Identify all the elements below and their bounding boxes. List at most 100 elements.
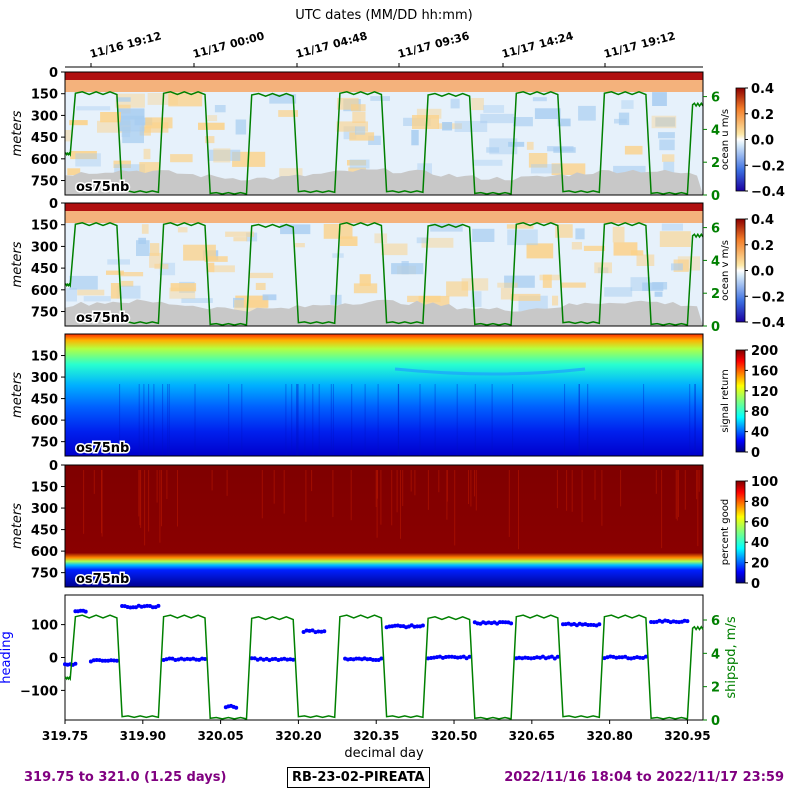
heading-point [611,654,616,659]
y-tick-label: 150 [31,350,58,365]
colorbar-label: percent good [720,499,731,565]
y-tick-label: 450 [31,131,58,146]
surface-band [65,203,703,211]
x-tick-label: 319.90 [120,729,166,743]
x-tick-label: 320.20 [275,729,321,743]
heatmap-patch [560,282,586,288]
surface-band [65,72,703,80]
heatmap-patch [269,94,297,104]
heatmap-patch [624,145,643,155]
right-tick-label: 2 [711,681,720,696]
heatmap-patch [213,148,231,163]
heatmap-patch [278,110,298,117]
heatmap-patch [446,281,469,297]
heatmap-patch [122,130,144,144]
heading-point [649,620,654,624]
colorbar-label: ocean u m/s [720,109,731,170]
heatmap-patch [336,121,368,132]
heading-point [503,620,508,625]
heatmap-patch [136,240,150,256]
heading-point [182,657,187,662]
heatmap-patch [642,282,664,291]
heading-point [310,628,315,633]
heatmap-patch [368,135,381,145]
heading-point [602,656,607,661]
heatmap-patch [77,289,105,296]
heatmap-patch [671,263,683,271]
heading-point [258,656,263,661]
heatmap-patch [351,104,366,112]
heatmap-patch [416,237,429,244]
footer-date-range: 2022/11/16 18:04 to 2022/11/17 23:59 [504,770,784,785]
heatmap-patch [659,139,675,151]
heatmap-patch [658,132,675,139]
right-tick-label: 4 [711,123,720,138]
heading-point [449,654,454,659]
heading-point [426,656,431,661]
heading-point [203,657,207,661]
heading-point [620,655,625,660]
ship-speed-line [64,221,704,326]
y-tick-label: 300 [31,371,58,386]
heatmap-patch [233,297,244,308]
panel-frame [64,202,704,327]
y-tick-label: 450 [31,393,58,408]
heatmap-patch [571,242,582,250]
ship-speed-line [64,90,704,195]
heatmap-patch [150,243,160,256]
heading-point [614,655,619,660]
heatmap-patch [120,272,144,277]
heatmap-patch [255,282,266,290]
heatmap-patch [513,117,533,127]
heading-point [373,658,378,662]
x-tick-label: 320.50 [431,729,477,743]
y-tick-label: 300 [31,502,58,517]
panel-frame [64,464,704,588]
top-tick-label: 11/17 04:48 [294,29,368,61]
y-tick-label: 150 [31,481,58,496]
heatmap-patch [430,223,463,232]
heading-point [188,657,193,662]
heatmap-patch [279,168,303,179]
heading-point [632,655,637,660]
heading-point [586,623,591,627]
colorbar-tick-label: −0.2 [751,159,785,174]
colorbar-tick-label: 0.2 [751,239,774,254]
heatmap-patch [530,164,562,174]
heatmap-patch [97,120,131,133]
heading-point [112,658,116,663]
heading-point [543,656,548,661]
heatmap-patch [170,283,197,292]
colorbar-tick-label: 0 [751,446,760,461]
scattering-layer [394,367,586,376]
ship-speed-line [64,614,704,720]
heatmap-patch [352,111,366,123]
heatmap-patch [118,108,145,120]
x-tick-label: 320.95 [664,729,710,743]
y-tick-label: 750 [31,175,58,190]
heatmap-patch [450,98,460,109]
heatmap-patch [120,119,131,126]
x-axis-label: decimal day [344,746,424,761]
colorbar-tick-label: 160 [751,364,778,379]
colorbar-tick-label: 80 [751,495,769,510]
y-tick-label: 0 [49,652,58,667]
heatmap-field [65,334,703,456]
heatmap-patch [442,122,453,131]
heading-point [282,656,287,661]
y-tick-label: 450 [31,262,58,277]
y-tick-label: 600 [31,153,58,168]
heatmap-patch [69,120,88,126]
heatmap-patch [411,130,419,146]
colorbar-label: ocean v m/s [720,240,731,301]
speed-axis-label: shipspd, m/s [724,616,739,698]
heading-point [432,655,436,660]
right-tick-label: 2 [711,287,720,302]
heading-point [517,655,522,660]
heading-point [549,654,554,659]
colorbar-tick-label: 80 [751,405,769,420]
heading-point [164,657,169,662]
heatmap-patch [381,243,408,256]
heatmap-patch [83,296,111,302]
heading-point [526,656,531,660]
